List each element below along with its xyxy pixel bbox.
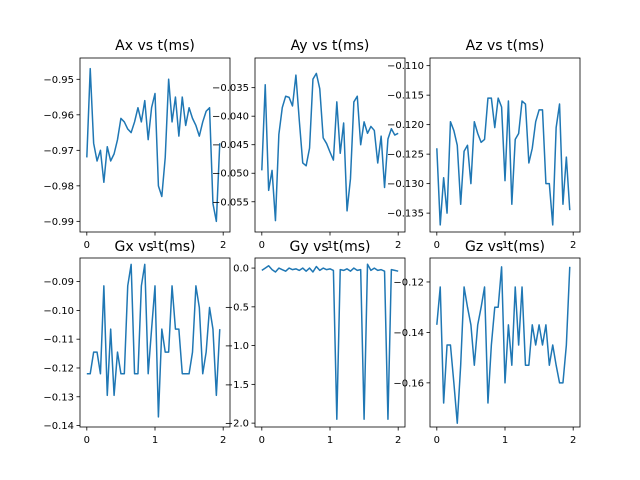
y-tick-label: −0.14 (43, 421, 74, 432)
subplot-title: Az vs t(ms) (466, 38, 545, 54)
subplot-title: Gz vs t(ms) (465, 239, 545, 255)
y-tick-label: −0.10 (43, 306, 74, 317)
x-tick-label: 1 (502, 240, 508, 251)
subplot-title: Gy vs t(ms) (290, 239, 371, 255)
x-tick-label: 2 (220, 435, 226, 446)
y-tick-label: −0.130 (387, 179, 424, 190)
x-tick-label: 1 (327, 240, 333, 251)
x-tick-label: 2 (570, 435, 576, 446)
y-tick-label: −1.5 (225, 380, 249, 391)
subplot-title: Ax vs t(ms) (115, 38, 195, 54)
y-tick-label: −0.13 (43, 392, 74, 403)
y-tick-label: −0.96 (43, 110, 74, 121)
x-tick-label: 0 (84, 435, 90, 446)
series-line (261, 72, 399, 222)
y-tick-label: −0.11 (43, 335, 74, 346)
y-tick-label: −0.99 (43, 217, 74, 228)
x-tick-label: 0 (259, 240, 265, 251)
y-tick-label: −0.09 (43, 277, 74, 288)
y-tick-label: −0.5 (225, 302, 249, 313)
x-tick-label: 2 (395, 435, 401, 446)
subplot-ax: Ax vs t(ms) 0 1 2 −0.99 −0.98 −0.97 −0.96 −0.95 (43, 38, 231, 251)
series-line (261, 263, 399, 420)
x-tick-label: 2 (570, 240, 576, 251)
series-line (436, 97, 571, 226)
x-tick-label: 1 (327, 435, 333, 446)
x-tick-label: 1 (152, 240, 158, 251)
y-tick-label: −0.12 (393, 277, 424, 288)
y-tick-label: −0.035 (212, 83, 249, 94)
y-tick-label: −0.95 (43, 75, 74, 86)
subplot-title: Gx vs t(ms) (115, 239, 196, 255)
subplot-ay: Ay vs t(ms) 0 1 2 −0.055 −0.050 −0.045 −0.040 −… (212, 38, 406, 251)
subplot-gx: Gx vs t(ms) 0 1 2 −0.14 −0.13 −0.12 −0.11 −0.10… (43, 239, 231, 446)
y-tick-label: −0.050 (212, 169, 249, 180)
y-tick-label: −0.135 (387, 209, 424, 220)
y-tick-label: −0.98 (43, 181, 74, 192)
x-tick-label: 2 (220, 240, 226, 251)
y-tick-label: −0.115 (387, 91, 424, 102)
y-tick-label: −0.125 (387, 150, 424, 161)
subplot-title: Ay vs t(ms) (291, 38, 370, 54)
y-tick-label: −0.055 (212, 197, 249, 208)
y-tick-label: −2.0 (225, 419, 249, 430)
x-tick-label: 2 (395, 240, 401, 251)
x-tick-label: 0 (84, 240, 90, 251)
y-tick-label: −0.040 (212, 112, 249, 123)
subplot-gz: Gz vs t(ms) 0 1 2 −0.16 −0.14 −0.12 (393, 239, 581, 446)
x-tick-label: 0 (259, 435, 265, 446)
y-tick-label: −0.16 (393, 378, 424, 389)
subplot-az: Az vs t(ms) 0 1 2 −0.135 −0.130 −0.125 −0.120 −… (387, 38, 581, 251)
y-tick-label: 0.0 (233, 264, 249, 275)
x-tick-label: 0 (434, 435, 440, 446)
series-line (86, 263, 221, 418)
y-tick-label: −0.120 (387, 120, 424, 131)
x-tick-label: 0 (434, 240, 440, 251)
x-tick-label: 1 (502, 435, 508, 446)
subplot-gy: Gy vs t(ms) 0 1 2 −2.0 −1.5 −1.0 −0.5 0.0 (225, 239, 406, 446)
y-tick-label: −0.12 (43, 363, 74, 374)
y-tick-label: −0.110 (387, 61, 424, 72)
y-tick-label: −0.045 (212, 140, 249, 151)
y-tick-label: −0.14 (393, 328, 424, 339)
series-line (86, 67, 221, 223)
y-tick-label: −1.0 (225, 341, 249, 352)
x-tick-label: 1 (152, 435, 158, 446)
series-line (436, 266, 571, 424)
y-tick-label: −0.97 (43, 146, 74, 157)
